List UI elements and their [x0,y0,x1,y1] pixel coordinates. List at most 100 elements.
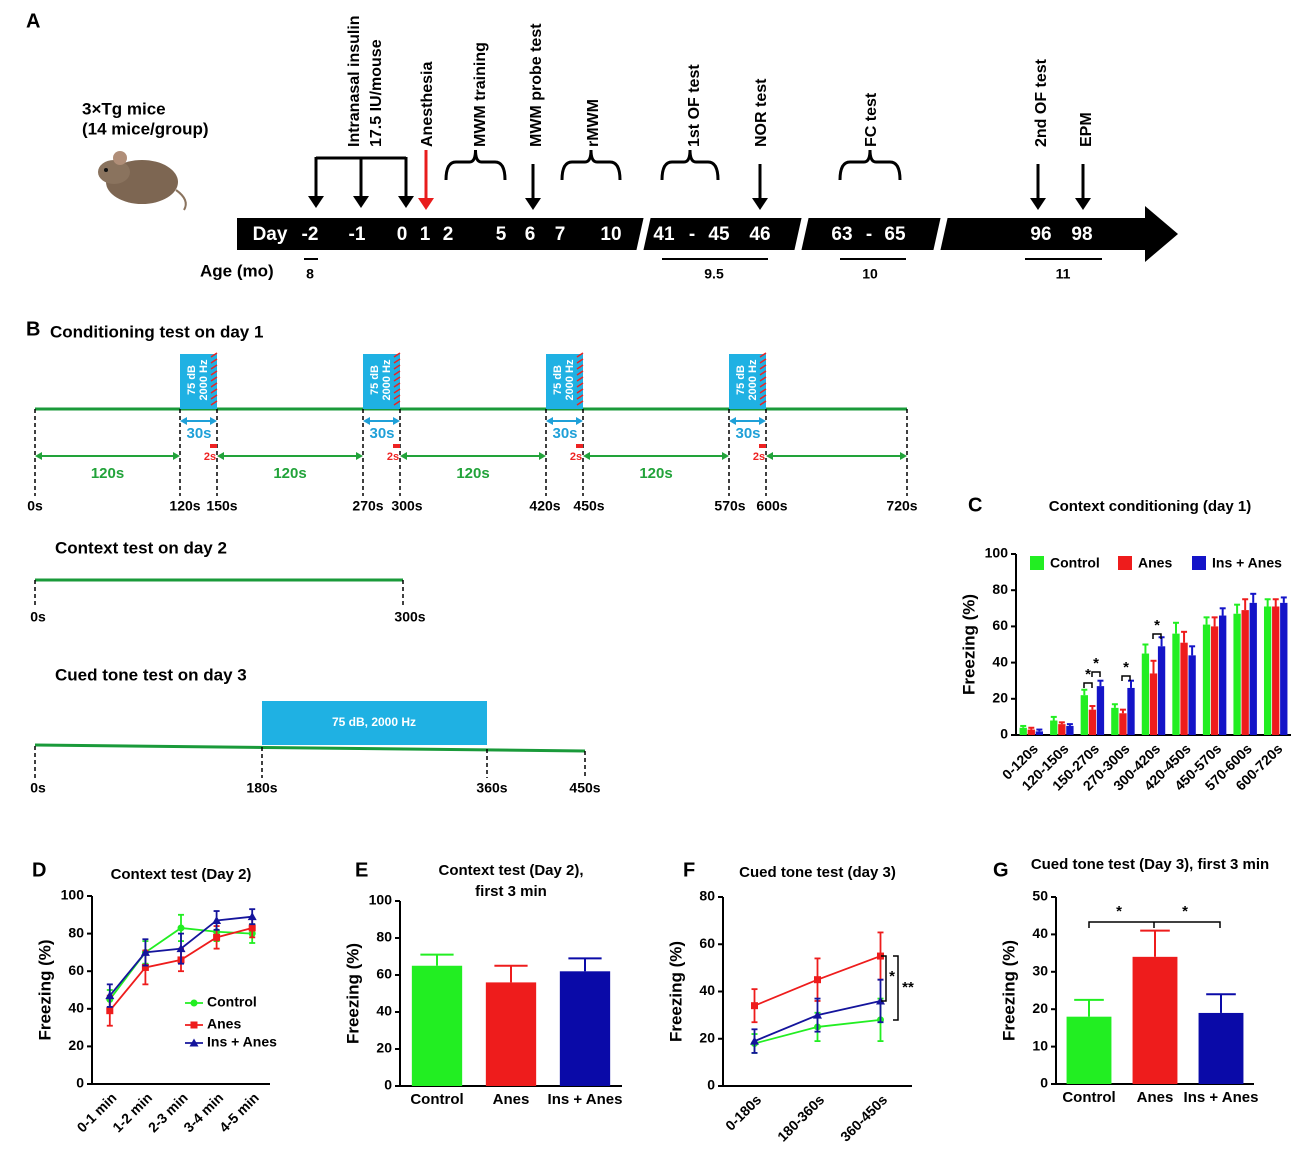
protocol-title: Cued tone test on day 3 [55,665,247,684]
y-tick-label: 100 [985,545,1009,561]
bar [1080,695,1088,735]
day-label: 46 [749,224,770,245]
marker [105,991,115,1000]
bar [1088,709,1097,735]
tone-duration-arrow-head [363,417,370,425]
shock-duration: 2s [387,451,399,463]
shock-hatch [210,376,218,382]
shock-hatch [393,400,401,406]
arrow-head [752,198,768,210]
shock-hatch [576,352,584,358]
y-axis-label: Freezing (%) [343,943,362,1044]
panel-label: A [26,10,40,32]
subject: (14 mice/group) [82,119,209,138]
chart-title: first 3 min [475,883,547,900]
y-tick-label: 100 [369,892,393,908]
significance-bracket [1152,633,1162,639]
chart-title: Cued tone test (Day 3), first 3 min [1031,856,1269,873]
shock-hatch [393,388,401,394]
interval-label: 120s [91,465,124,482]
mouse-eye [104,168,108,172]
bar [1066,1016,1112,1084]
shock-duration: 2s [204,451,216,463]
bar [1111,707,1119,735]
y-axis-label: Freezing (%) [35,939,54,1040]
brace [838,149,902,181]
shock-hatch [576,364,584,370]
shock-hatch [759,364,767,370]
y-tick-label: 40 [992,653,1008,669]
x-tick-label: Anes [493,1091,530,1108]
day-label: 45 [708,224,730,245]
marker [176,944,186,953]
arrow-head [1075,198,1091,210]
bar [1210,626,1219,735]
shock-hatch [759,400,767,406]
legend-swatch [1118,556,1132,570]
shock-hatch [393,382,401,388]
y-tick-label: 80 [699,888,715,904]
tone-box [546,354,583,409]
significance-bracket [1121,675,1131,681]
y-tick-label: 60 [68,962,84,978]
shock-hatch [576,376,584,382]
bar [1202,624,1211,735]
arrow-head [308,196,324,208]
day-label: 96 [1030,224,1051,245]
tone-duration-arrow-head [180,417,187,425]
bar [1058,724,1066,735]
interval-label: 120s [639,465,672,482]
event-label: Anesthesia [419,62,436,147]
panel-label: B [26,318,40,340]
bar [1249,602,1257,735]
bar [1035,731,1044,735]
arrow-head [353,196,369,208]
day-label: 10 [600,224,621,245]
x-tick-label: 0-180s [722,1091,764,1133]
interval-arrow-head [766,452,773,460]
shock-mark [210,444,217,448]
y-tick-label: 0 [1000,726,1008,742]
bar [1096,686,1105,735]
y-tick-label: 80 [992,581,1008,597]
significance-bracket [1083,682,1093,688]
x-tick-label: 4-5 min [216,1089,262,1135]
shock-duration: 2s [753,451,765,463]
day-label: 6 [525,224,536,245]
bar [1188,655,1196,735]
brace [444,149,507,181]
bar [1157,646,1166,735]
bar [1263,606,1272,735]
interval-arrow-head [722,452,729,460]
interval-label: 120s [273,465,306,482]
marker [177,924,185,932]
event-label: rMWM [585,99,602,147]
bar [1066,725,1074,735]
time-label: 300s [391,498,422,514]
marker [247,912,257,921]
day-label: - [689,224,695,245]
day-label: 63 [831,224,852,245]
y-tick-label: 0 [1040,1075,1048,1091]
significance-bracket [1091,671,1101,677]
shock-hatch [210,352,218,358]
interval-arrow-head [217,452,224,460]
time-line [34,743,586,753]
tone-duration: 30s [735,425,760,442]
time-label: 720s [886,498,917,514]
age-value: 11 [1056,266,1071,282]
y-axis-label: Freezing (%) [999,940,1018,1041]
shock-hatch [210,400,218,406]
shock-hatch [393,358,401,364]
y-tick-label: 40 [699,982,715,998]
tone-duration-arrow-head [210,417,217,425]
tone-box [729,354,766,409]
tone-label: 2000 Hz [564,359,576,400]
significance-label: * [1085,666,1091,683]
tone-label: 2000 Hz [198,359,210,400]
tone-box [262,701,487,745]
interval-label: 120s [456,465,489,482]
protocol-title: Conditioning test on day 1 [50,322,263,341]
bar [1280,602,1288,735]
age-value: 9.5 [704,266,724,282]
